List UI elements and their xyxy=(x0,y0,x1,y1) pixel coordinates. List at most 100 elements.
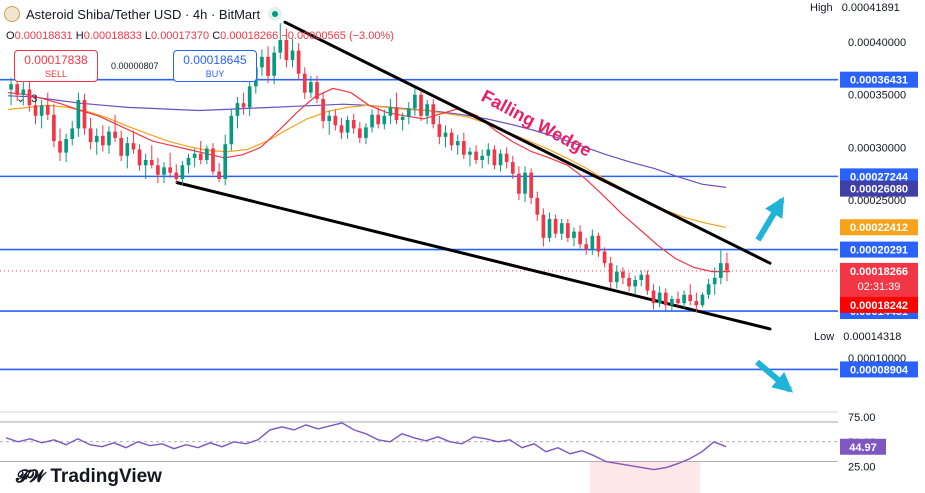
candle xyxy=(211,143,215,175)
candle xyxy=(492,145,497,170)
candle-body xyxy=(284,40,289,60)
candle-body xyxy=(553,218,558,234)
candle xyxy=(327,110,332,135)
buy-button[interactable]: 0.00018645 BUY xyxy=(173,50,257,82)
candle-body xyxy=(113,131,117,138)
candle xyxy=(437,115,442,145)
market-status-icon xyxy=(268,7,283,21)
candle xyxy=(309,75,313,98)
candle-body xyxy=(321,98,325,122)
candle-body xyxy=(639,274,644,280)
candle-body xyxy=(39,105,44,116)
chart-header: Asteroid Shiba/Tether USD · 4h · BitMart xyxy=(4,4,283,24)
candle-body xyxy=(174,172,179,179)
candle xyxy=(413,88,417,116)
level-price-tag-bg xyxy=(840,71,918,88)
candle-body xyxy=(663,292,668,306)
price-axis: 0.00040000 0.00035000 0.00030000 0.00025000… xyxy=(838,0,925,493)
level-price-tag: 0.00008904 xyxy=(850,364,909,376)
candle xyxy=(504,147,509,169)
candle-body xyxy=(590,235,595,250)
candle-body xyxy=(645,274,650,291)
candle xyxy=(670,295,674,312)
candle xyxy=(162,162,166,184)
candle xyxy=(553,214,558,238)
candle xyxy=(388,98,393,125)
level-price-tag-bg xyxy=(840,241,918,258)
candle xyxy=(180,161,185,186)
chevron-down-icon: ⌄ xyxy=(16,93,26,105)
arrow-up xyxy=(755,196,785,242)
low-marker-label: Low xyxy=(814,331,835,343)
candle xyxy=(406,102,411,125)
candle xyxy=(627,272,631,292)
candle-body xyxy=(351,120,356,129)
current-price-block xyxy=(840,262,918,299)
candle xyxy=(58,128,62,162)
candle-body xyxy=(131,143,136,150)
sell-button[interactable]: 0.00017838 SELL xyxy=(14,50,98,82)
tradingview-logo[interactable]: 𝓕𝓦 TradingView xyxy=(16,466,162,488)
candle-body xyxy=(186,157,191,166)
candle xyxy=(694,292,699,313)
coin-icon xyxy=(4,6,20,22)
candle xyxy=(357,122,362,144)
candle-body xyxy=(388,107,393,116)
price-tick-label: 0.00025000 xyxy=(848,195,906,207)
candle-body xyxy=(602,251,607,264)
candle xyxy=(119,130,124,162)
candle xyxy=(486,143,491,165)
falling-wedge-lines xyxy=(175,20,772,331)
candle xyxy=(223,134,228,186)
candle-body xyxy=(217,171,221,179)
candle-body xyxy=(296,50,301,74)
candle xyxy=(9,77,13,106)
candle-body xyxy=(627,277,631,287)
candle xyxy=(614,265,619,289)
candle-body xyxy=(651,290,656,304)
candle xyxy=(523,166,527,203)
candle-body xyxy=(235,103,240,116)
candle xyxy=(431,98,436,129)
candle-body xyxy=(682,294,686,304)
open-label: O xyxy=(6,30,15,42)
sell-label: SELL xyxy=(44,69,68,79)
candle-body xyxy=(706,284,711,295)
candle xyxy=(510,155,515,179)
candle xyxy=(345,115,350,139)
candle xyxy=(94,128,99,155)
candle xyxy=(590,229,595,255)
candle xyxy=(205,145,209,165)
candle xyxy=(657,286,662,308)
ma-short-line xyxy=(7,87,730,273)
candle xyxy=(364,123,368,145)
candle-body xyxy=(156,165,160,175)
candle xyxy=(21,82,26,106)
symbol-title[interactable]: Asteroid Shiba/Tether USD · 4h · BitMart xyxy=(26,6,261,22)
candle-body xyxy=(64,138,68,153)
candle-body xyxy=(725,263,729,271)
candle xyxy=(602,247,607,268)
rsi-value-tag: 44.97 xyxy=(849,442,877,454)
candle xyxy=(419,90,423,122)
candle-body xyxy=(272,52,276,76)
candle-body xyxy=(676,298,680,304)
candle-body xyxy=(443,132,448,137)
candle xyxy=(174,164,179,184)
candle-body xyxy=(406,108,411,117)
candle xyxy=(229,109,234,151)
high-marker-value: 0.00041891 xyxy=(841,2,900,14)
candle-body xyxy=(498,153,503,166)
candle-body xyxy=(572,231,576,238)
low-marker-value: 0.00014318 xyxy=(843,331,902,343)
price-tick-label: 0.00040000 xyxy=(848,37,906,49)
indicators-toggle[interactable]: ⌄ 3 xyxy=(16,92,37,106)
candle-body xyxy=(266,56,270,76)
candle-body xyxy=(596,235,601,252)
candle-body xyxy=(9,84,13,90)
wedge-lower-line xyxy=(175,181,772,331)
ma-short-tag-bg xyxy=(840,296,918,313)
candle-body xyxy=(517,173,521,194)
candle xyxy=(400,112,405,131)
